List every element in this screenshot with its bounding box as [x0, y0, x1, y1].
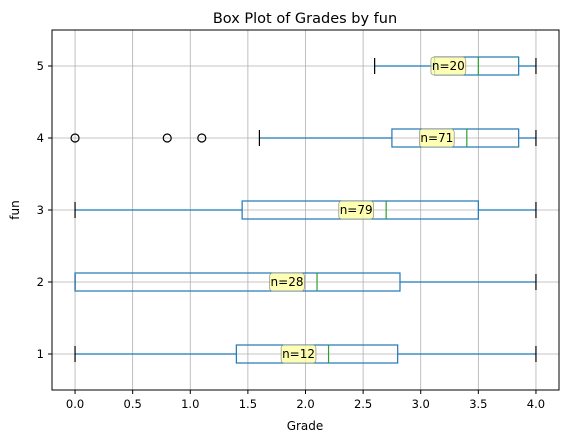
x-tick-label: 3.5: [469, 397, 487, 411]
outlier-point: [70, 133, 80, 143]
y-tick-label: 4: [37, 131, 44, 145]
iqr-box: [235, 344, 399, 364]
outlier-point: [162, 133, 172, 143]
count-annotation: n=71: [419, 128, 455, 148]
outlier-point: [197, 133, 207, 143]
x-tick-label: 4.0: [527, 397, 545, 411]
box-2: [74, 272, 537, 292]
y-tick-label: 1: [37, 347, 44, 361]
count-annotation-bg: [419, 128, 455, 148]
count-annotation-label: n=71: [420, 131, 453, 145]
count-annotation: n=28: [269, 272, 305, 292]
box-4: [70, 128, 537, 148]
chart-title: Box Plot of Grades by fun: [213, 11, 397, 27]
x-tick-label: 2.0: [296, 397, 314, 411]
annotations: n=12 n=28 n=79 n=71 n=20: [269, 56, 467, 364]
y-tick-label: 2: [37, 275, 44, 289]
count-annotation: n=79: [338, 200, 374, 220]
count-annotation-label: n=12: [282, 347, 315, 361]
count-annotation-bg: [269, 272, 305, 292]
count-annotation: n=20: [430, 56, 467, 76]
count-annotation-label: n=79: [340, 203, 373, 217]
y-tick-label: 3: [37, 203, 44, 217]
count-annotation-bg: [280, 344, 317, 364]
x-tick-label: 0.5: [124, 397, 142, 411]
x-tick-label: 3.0: [412, 397, 430, 411]
iqr-box: [74, 272, 401, 292]
y-tick-label: 5: [37, 59, 44, 73]
x-tick-label: 1.5: [239, 397, 257, 411]
y-axis-label: fun: [8, 200, 22, 219]
count-annotation-label: n=20: [432, 59, 465, 73]
box-1: [74, 344, 537, 364]
count-annotation: n=12: [280, 344, 317, 364]
count-annotation-bg: [430, 56, 467, 76]
x-tick-label: 0.0: [66, 397, 84, 411]
x-tick-label: 1.0: [181, 397, 199, 411]
x-axis-ticks: 0.0 0.5 1.0 1.5 2.0 2.5 3.0 3.5 4.0: [66, 390, 545, 411]
x-tick-label: 2.5: [354, 397, 372, 411]
iqr-box: [391, 128, 520, 148]
count-annotation-label: n=28: [271, 275, 304, 289]
y-axis-ticks: 1 2 3 4 5: [37, 59, 52, 361]
x-axis-label: Grade: [287, 419, 324, 433]
count-annotation-bg: [338, 200, 374, 220]
